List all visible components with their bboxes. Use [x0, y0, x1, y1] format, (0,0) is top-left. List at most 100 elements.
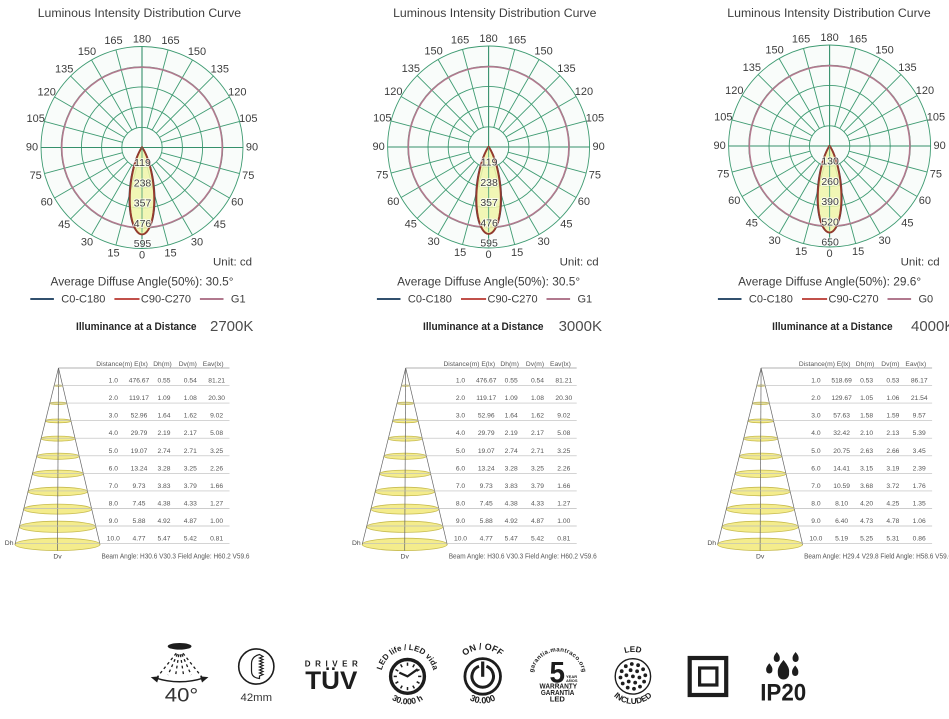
svg-text:6.40: 6.40 — [835, 518, 848, 525]
svg-text:LED: LED — [550, 694, 566, 703]
svg-text:G1: G1 — [578, 294, 593, 306]
svg-text:0: 0 — [827, 248, 833, 260]
svg-text:TÜV: TÜV — [305, 666, 357, 695]
svg-text:2.71: 2.71 — [184, 448, 197, 455]
svg-text:45: 45 — [560, 219, 572, 231]
svg-text:150: 150 — [78, 46, 96, 58]
svg-text:ON / OFF: ON / OFF — [460, 641, 505, 658]
svg-text:135: 135 — [557, 63, 575, 75]
svg-text:30: 30 — [427, 236, 439, 248]
svg-text:1.64: 1.64 — [505, 413, 518, 420]
svg-text:150: 150 — [534, 46, 552, 58]
svg-text:45: 45 — [901, 218, 913, 230]
svg-text:C90-C270: C90-C270 — [488, 294, 538, 306]
svg-text:1.62: 1.62 — [184, 413, 197, 420]
svg-text:5: 5 — [550, 656, 566, 689]
svg-text:1.62: 1.62 — [531, 413, 544, 420]
svg-text:180: 180 — [133, 33, 151, 45]
svg-text:1.59: 1.59 — [886, 413, 899, 420]
svg-text:60: 60 — [231, 196, 243, 208]
svg-text:3.25: 3.25 — [184, 465, 197, 472]
svg-text:4.33: 4.33 — [531, 501, 544, 508]
svg-text:Luminous Intensity Distributio: Luminous Intensity Distribution Curve — [393, 6, 597, 20]
svg-text:1.0: 1.0 — [811, 378, 821, 385]
svg-text:45: 45 — [746, 218, 758, 230]
svg-text:DRIVER: DRIVER — [305, 660, 358, 669]
svg-text:29.79: 29.79 — [478, 430, 495, 437]
svg-text:150: 150 — [765, 45, 783, 57]
svg-text:135: 135 — [402, 63, 420, 75]
svg-text:4.25: 4.25 — [886, 501, 899, 508]
svg-text:45: 45 — [214, 219, 226, 231]
svg-text:1.00: 1.00 — [210, 518, 223, 525]
svg-text:45: 45 — [405, 219, 417, 231]
svg-text:Beam Angle: H30.6 V30.3 Field: Beam Angle: H30.6 V30.3 Field Angle: H60… — [449, 554, 597, 561]
svg-text:2.17: 2.17 — [531, 430, 544, 437]
svg-text:81.21: 81.21 — [208, 378, 225, 385]
svg-text:WARRANTY: WARRANTY — [540, 682, 578, 691]
svg-text:9.02: 9.02 — [557, 413, 570, 420]
svg-text:3.28: 3.28 — [157, 465, 170, 472]
svg-text:1.09: 1.09 — [505, 395, 518, 402]
svg-text:3.0: 3.0 — [811, 413, 821, 420]
svg-text:120: 120 — [575, 86, 593, 98]
svg-text:3.83: 3.83 — [505, 483, 518, 490]
svg-text:3.0: 3.0 — [456, 413, 466, 420]
svg-text:0.81: 0.81 — [557, 536, 570, 543]
svg-text:30.000: 30.000 — [469, 693, 497, 706]
svg-text:9.57: 9.57 — [913, 413, 926, 420]
svg-text:2.0: 2.0 — [456, 395, 466, 402]
svg-text:1.06: 1.06 — [886, 395, 899, 402]
svg-text:5.19: 5.19 — [835, 536, 848, 543]
svg-text:1.27: 1.27 — [557, 501, 570, 508]
svg-text:238: 238 — [480, 177, 498, 189]
svg-text:Beam Angle: H29.4 V29.8 Field: Beam Angle: H29.4 V29.8 Field Angle: H58… — [804, 554, 949, 561]
svg-text:7.0: 7.0 — [456, 483, 466, 490]
svg-text:0.55: 0.55 — [157, 378, 170, 385]
svg-text:130: 130 — [821, 156, 839, 168]
svg-text:1.0: 1.0 — [109, 378, 119, 385]
svg-text:C0-C180: C0-C180 — [408, 294, 452, 306]
svg-text:2.74: 2.74 — [505, 448, 518, 455]
svg-text:9.02: 9.02 — [210, 413, 223, 420]
svg-text:60: 60 — [919, 195, 931, 207]
svg-text:5.31: 5.31 — [886, 536, 899, 543]
svg-text:45: 45 — [58, 219, 70, 231]
svg-text:260: 260 — [821, 176, 839, 188]
svg-text:Illuminance at a Distance: Illuminance at a Distance — [772, 321, 893, 333]
svg-text:42mm: 42mm — [241, 692, 273, 704]
svg-text:5.88: 5.88 — [480, 518, 493, 525]
svg-text:357: 357 — [134, 198, 152, 210]
svg-text:119: 119 — [134, 157, 151, 169]
svg-text:G1: G1 — [231, 294, 246, 306]
svg-text:120: 120 — [916, 85, 934, 97]
svg-text:5.42: 5.42 — [184, 536, 197, 543]
svg-text:Dv: Dv — [53, 554, 62, 561]
svg-text:135: 135 — [743, 62, 761, 74]
svg-text:Dv: Dv — [756, 554, 765, 561]
svg-text:0.54: 0.54 — [531, 378, 544, 385]
svg-text:105: 105 — [714, 111, 732, 123]
svg-text:8.0: 8.0 — [811, 501, 821, 508]
svg-text:8.0: 8.0 — [456, 501, 466, 508]
svg-text:2.19: 2.19 — [157, 430, 170, 437]
svg-text:5.0: 5.0 — [456, 448, 466, 455]
svg-text:4.0: 4.0 — [109, 430, 119, 437]
svg-text:C0-C180: C0-C180 — [749, 294, 793, 306]
svg-text:E(lx): E(lx) — [481, 361, 495, 368]
svg-text:135: 135 — [898, 62, 916, 74]
svg-text:3.28: 3.28 — [505, 465, 518, 472]
svg-text:4.38: 4.38 — [157, 501, 170, 508]
svg-text:0.53: 0.53 — [886, 378, 899, 385]
svg-text:0.55: 0.55 — [505, 378, 518, 385]
svg-text:20.30: 20.30 — [555, 395, 572, 402]
svg-text:4.0: 4.0 — [811, 430, 821, 437]
svg-text:476.67: 476.67 — [129, 378, 150, 385]
svg-text:52.96: 52.96 — [131, 413, 148, 420]
svg-text:Distance(m): Distance(m) — [443, 361, 479, 368]
svg-text:90: 90 — [592, 141, 604, 153]
svg-text:86.17: 86.17 — [911, 378, 928, 385]
svg-text:165: 165 — [104, 35, 122, 47]
svg-text:4.33: 4.33 — [184, 501, 197, 508]
svg-text:0.86: 0.86 — [913, 536, 926, 543]
